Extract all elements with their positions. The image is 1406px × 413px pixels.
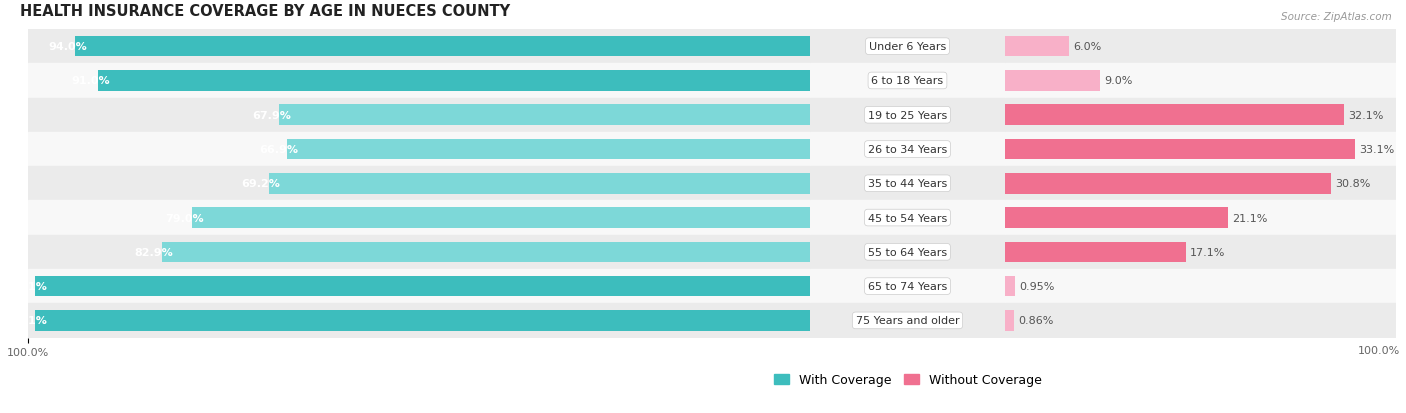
Bar [1005, 71, 1101, 92]
Bar [1005, 98, 1396, 133]
Text: 21.1%: 21.1% [1232, 213, 1268, 223]
Bar [1005, 235, 1396, 269]
Bar [1005, 37, 1069, 57]
Bar [1005, 201, 1396, 235]
Bar [287, 140, 810, 160]
Text: 67.9%: 67.9% [252, 110, 291, 121]
Text: 94.0%: 94.0% [48, 42, 87, 52]
Text: 33.1%: 33.1% [1360, 145, 1395, 154]
Bar [810, 167, 1005, 201]
Text: 99.1%: 99.1% [8, 281, 46, 292]
Text: 99.1%: 99.1% [8, 316, 46, 325]
Bar [810, 304, 1005, 338]
Bar [1005, 133, 1396, 167]
Text: 45 to 54 Years: 45 to 54 Years [868, 213, 948, 223]
Bar [810, 201, 1005, 235]
Text: 82.9%: 82.9% [135, 247, 173, 257]
Text: 69.2%: 69.2% [242, 179, 281, 189]
Text: 65 to 74 Years: 65 to 74 Years [868, 281, 948, 292]
Bar [1005, 105, 1344, 126]
Bar [810, 98, 1005, 133]
Text: 100.0%: 100.0% [1358, 345, 1400, 355]
Text: 6.0%: 6.0% [1073, 42, 1101, 52]
Bar [1005, 276, 1015, 297]
Bar [1005, 30, 1396, 64]
Text: 19 to 25 Years: 19 to 25 Years [868, 110, 948, 121]
Bar [810, 133, 1005, 167]
Text: HEALTH INSURANCE COVERAGE BY AGE IN NUECES COUNTY: HEALTH INSURANCE COVERAGE BY AGE IN NUEC… [20, 4, 510, 19]
Bar [28, 304, 810, 338]
Bar [810, 30, 1005, 64]
Bar [28, 167, 810, 201]
Text: 26 to 34 Years: 26 to 34 Years [868, 145, 948, 154]
Text: 35 to 44 Years: 35 to 44 Years [868, 179, 948, 189]
Bar [269, 173, 810, 194]
Bar [162, 242, 810, 263]
Bar [28, 133, 810, 167]
Bar [1005, 167, 1396, 201]
Text: 0.95%: 0.95% [1019, 281, 1054, 292]
Bar [1005, 242, 1185, 263]
Text: 6 to 18 Years: 6 to 18 Years [872, 76, 943, 86]
Bar [1005, 140, 1355, 160]
Bar [28, 201, 810, 235]
Text: 0.86%: 0.86% [1018, 316, 1054, 325]
Bar [28, 269, 810, 304]
Text: 91.0%: 91.0% [72, 76, 110, 86]
Bar [1005, 310, 1014, 331]
Bar [193, 208, 810, 228]
Text: 17.1%: 17.1% [1189, 247, 1226, 257]
Bar [1005, 173, 1330, 194]
Bar [1005, 208, 1227, 228]
Bar [1005, 304, 1396, 338]
Text: 66.9%: 66.9% [260, 145, 298, 154]
Text: 79.0%: 79.0% [166, 213, 204, 223]
Bar [75, 37, 810, 57]
Bar [1005, 269, 1396, 304]
Bar [35, 310, 810, 331]
Bar [28, 98, 810, 133]
Text: 9.0%: 9.0% [1105, 76, 1133, 86]
Bar [810, 64, 1005, 98]
Bar [278, 105, 810, 126]
Text: Under 6 Years: Under 6 Years [869, 42, 946, 52]
Bar [28, 64, 810, 98]
Bar [810, 269, 1005, 304]
Bar [28, 30, 810, 64]
Text: Source: ZipAtlas.com: Source: ZipAtlas.com [1281, 12, 1392, 22]
Legend: With Coverage, Without Coverage: With Coverage, Without Coverage [769, 368, 1046, 392]
Text: 75 Years and older: 75 Years and older [856, 316, 959, 325]
Bar [35, 276, 810, 297]
Text: 32.1%: 32.1% [1348, 110, 1384, 121]
Bar [98, 71, 810, 92]
Text: 55 to 64 Years: 55 to 64 Years [868, 247, 948, 257]
Bar [1005, 64, 1396, 98]
Text: 30.8%: 30.8% [1334, 179, 1369, 189]
Bar [810, 235, 1005, 269]
Bar [28, 235, 810, 269]
